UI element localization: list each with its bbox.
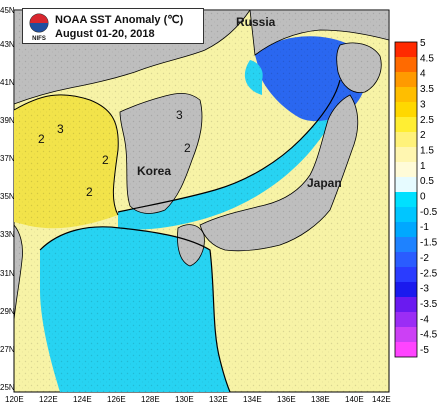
colorbar-swatch: [395, 87, 417, 102]
lon-tick: 128E: [141, 395, 160, 404]
colorbar-label: 1.5: [420, 145, 434, 156]
colorbar-label: -2: [420, 253, 429, 264]
lon-tick: 120E: [5, 395, 24, 404]
lon-tick: 130E: [175, 395, 194, 404]
lon-tick: 122E: [39, 395, 58, 404]
colorbar-label: -1.5: [420, 238, 438, 249]
colorbar-label: 2.5: [420, 115, 434, 126]
colorbar-swatch: [395, 267, 417, 282]
colorbar-label: 1: [420, 161, 426, 172]
colorbar-label: 2: [420, 130, 426, 141]
nifs-logo: NIFS: [29, 13, 49, 42]
colorbar-frame: [394, 41, 418, 358]
lon-tick: 132E: [209, 395, 228, 404]
contour-label: 2: [86, 185, 93, 199]
lon-tick: 142E: [372, 395, 391, 404]
colorbar-swatch: [395, 237, 417, 252]
colorbar-label: 4: [420, 69, 426, 80]
colorbar: 5 4.5 4 3.5 3 2.5 2 1.5 1 0.5 0 -0.5 -1 -1.5 -2 -2.5 -3 -…: [394, 38, 438, 358]
colorbar-label: -4: [420, 314, 429, 325]
colorbar-label: -2.5: [420, 268, 438, 279]
label-russia: Russia: [236, 15, 276, 29]
colorbar-label: 4.5: [420, 53, 434, 64]
colorbar-label: -5: [420, 345, 429, 356]
colorbar-swatch: [395, 297, 417, 312]
colorbar-swatch: [395, 72, 417, 87]
lon-tick: 140E: [345, 395, 364, 404]
lat-tick: 27N: [0, 345, 15, 354]
colorbar-swatch: [395, 162, 417, 177]
colorbar-swatch: [395, 252, 417, 267]
label-korea: Korea: [137, 164, 171, 178]
lat-tick: 43N: [0, 40, 15, 49]
lon-tick: 126E: [107, 395, 126, 404]
contour-label: 2: [184, 141, 191, 155]
lat-tick: 37N: [0, 154, 15, 163]
lat-tick: 25N: [0, 383, 15, 392]
contour-label: 2: [102, 153, 109, 167]
colorbar-swatch: [395, 177, 417, 192]
colorbar-swatch: [395, 222, 417, 237]
lat-tick: 41N: [0, 78, 15, 87]
contour-label: 2: [38, 132, 45, 146]
colorbar-swatch: [395, 102, 417, 117]
longitude-axis: 120E 122E 124E 126E 128E 130E 132E 134E …: [5, 395, 391, 404]
lon-tick: 138E: [311, 395, 330, 404]
colorbar-swatch: [395, 147, 417, 162]
colorbar-swatch: [395, 192, 417, 207]
colorbar-swatch: [395, 117, 417, 132]
colorbar-swatch: [395, 57, 417, 72]
contour-label: 3: [57, 122, 64, 136]
colorbar-label: 0: [420, 192, 426, 203]
colorbar-swatch: [395, 132, 417, 147]
colorbar-swatch: [395, 342, 417, 357]
colorbar-label: 0.5: [420, 176, 434, 187]
latitude-axis: 45N 43N 41N 39N 37N 35N 33N 31N 29N 27N …: [0, 6, 15, 392]
lon-tick: 134E: [243, 395, 262, 404]
map-date-range: August 01-20, 2018: [55, 28, 155, 40]
two-contour-line: [13, 94, 119, 216]
lon-tick: 124E: [73, 395, 92, 404]
colorbar-label: -1: [420, 222, 429, 233]
title-box: NIFS NOAA SST Anomaly (℃) August 01-20, …: [22, 8, 204, 44]
colorbar-label: -4.5: [420, 330, 438, 341]
lon-tick: 136E: [277, 395, 296, 404]
colorbar-swatch: [395, 42, 417, 57]
colorbar-swatch: [395, 312, 417, 327]
lat-tick: 35N: [0, 192, 15, 201]
zero-contour-line-east: [117, 79, 341, 213]
colorbar-label: 3.5: [420, 84, 434, 95]
lat-tick: 29N: [0, 307, 15, 316]
zero-contour-line: [39, 226, 231, 393]
colorbar-label: -0.5: [420, 207, 438, 218]
colorbar-swatch: [395, 327, 417, 342]
lat-tick: 33N: [0, 230, 15, 239]
colorbar-swatch: [395, 282, 417, 297]
lat-tick: 39N: [0, 116, 15, 125]
logo-text: NIFS: [32, 36, 46, 42]
contour-texture: [14, 10, 389, 392]
colorbar-label: 3: [420, 99, 426, 110]
lat-tick: 31N: [0, 269, 15, 278]
contour-label: 3: [176, 108, 183, 122]
colorbar-label: -3: [420, 284, 429, 295]
label-japan: Japan: [307, 176, 342, 190]
colorbar-swatch: [395, 207, 417, 222]
lat-tick: 45N: [0, 6, 15, 15]
colorbar-label: 5: [420, 38, 426, 49]
colorbar-label: -3.5: [420, 299, 438, 310]
map-title: NOAA SST Anomaly (℃): [55, 14, 184, 26]
